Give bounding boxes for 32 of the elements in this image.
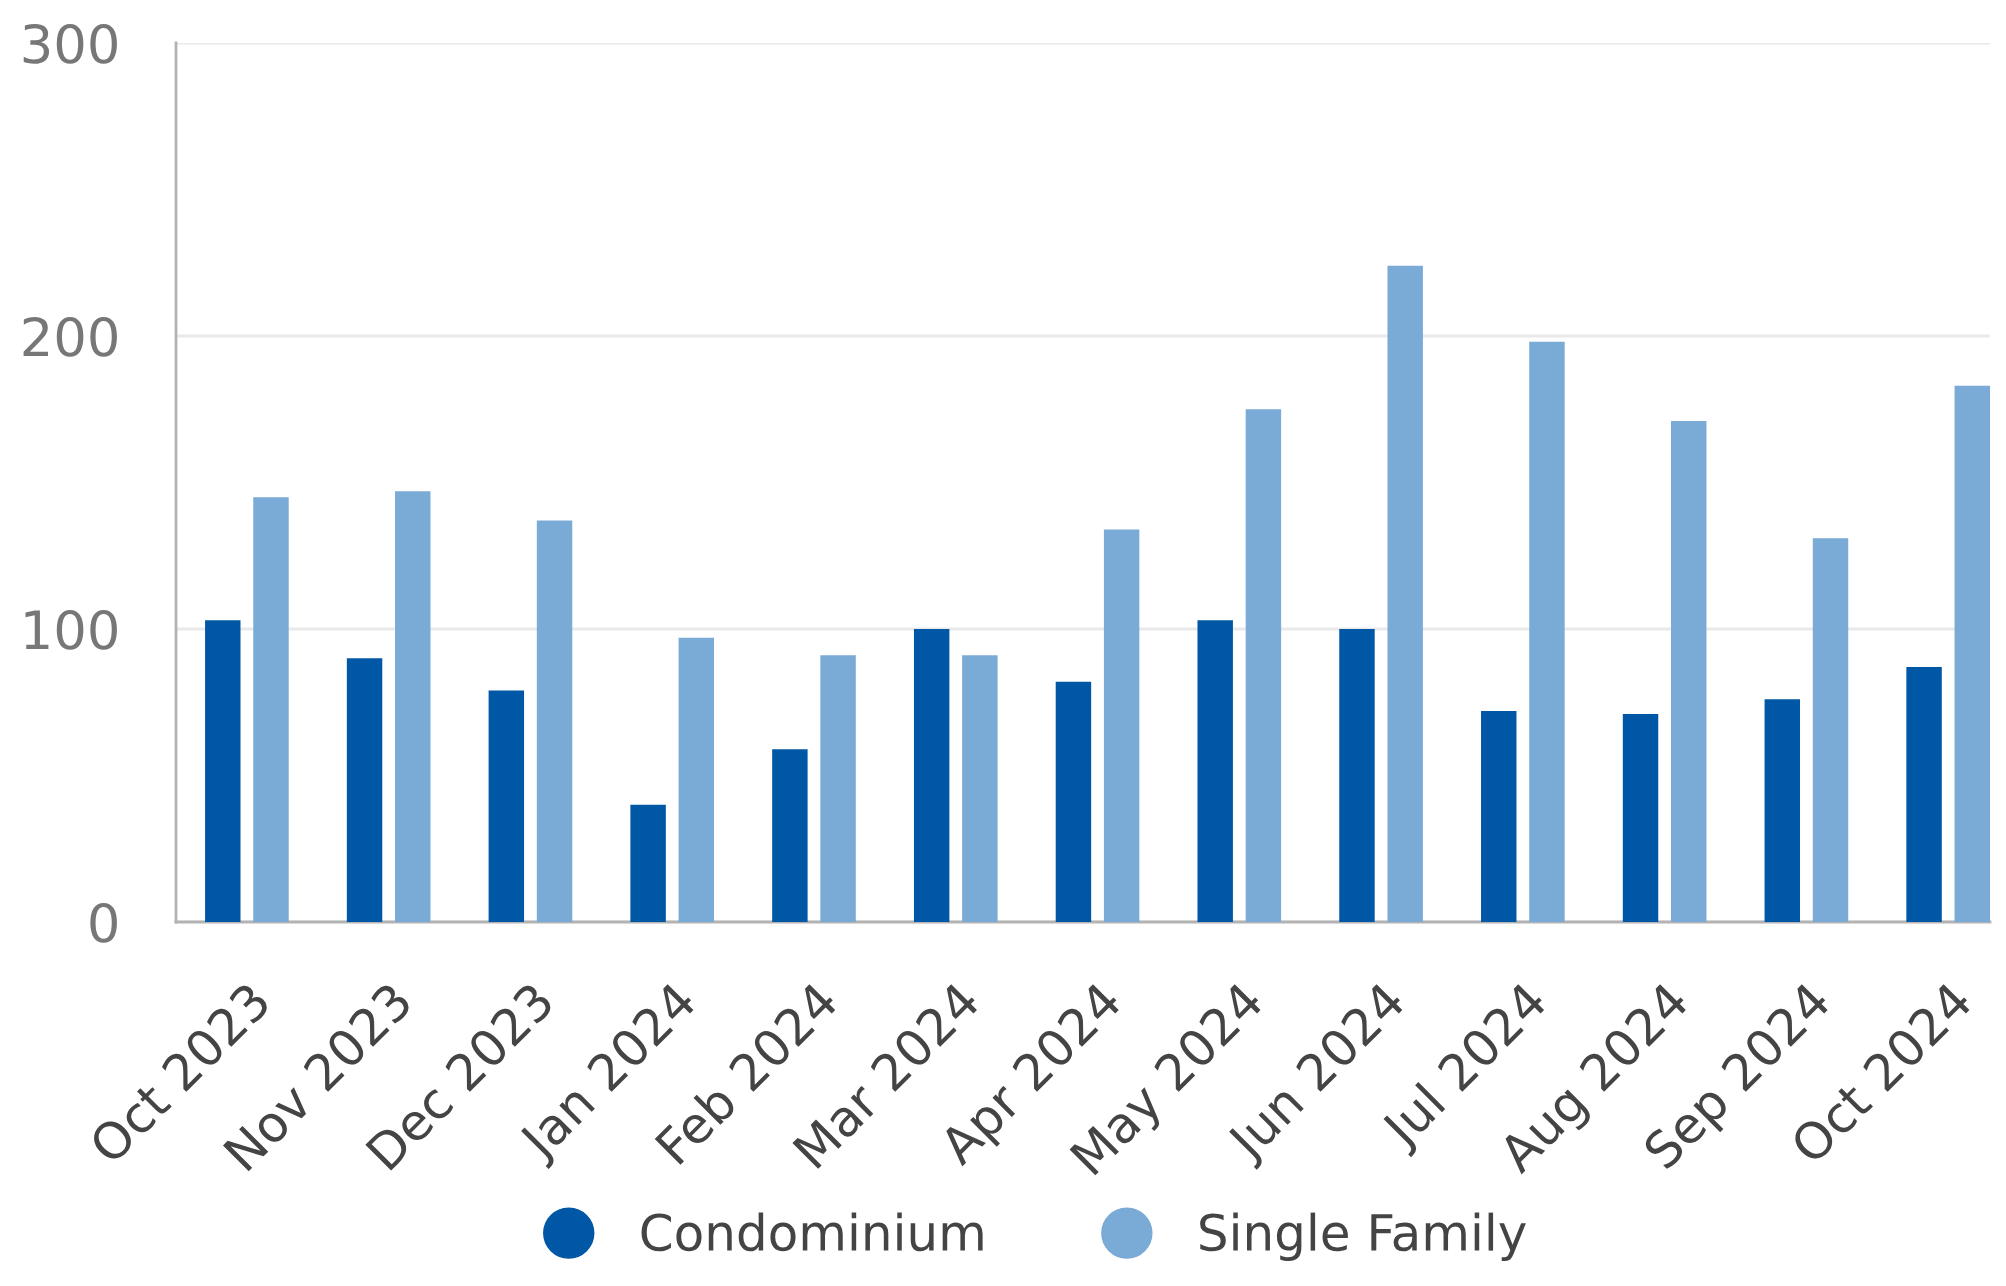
bar — [1529, 341, 1565, 922]
bar — [1245, 409, 1282, 922]
bar — [1387, 265, 1423, 922]
bar — [1339, 629, 1375, 922]
y-tick-label: 300 — [23, 23, 117, 64]
bar — [1954, 385, 1990, 922]
bar — [346, 658, 383, 922]
bar — [1906, 667, 1942, 922]
bar — [395, 491, 431, 922]
bar — [253, 497, 289, 922]
legend-label: Single Family — [1200, 1212, 1526, 1261]
bar — [1622, 713, 1659, 922]
bar — [630, 804, 666, 922]
bar — [205, 620, 241, 922]
bar — [1197, 620, 1233, 922]
bar — [678, 637, 715, 922]
bar — [1812, 538, 1849, 922]
bar — [1764, 699, 1801, 922]
bar — [488, 690, 525, 922]
bar — [1481, 711, 1517, 922]
y-tick-label: 0 — [90, 902, 117, 943]
bar — [536, 520, 573, 922]
bar — [1055, 681, 1092, 922]
bar — [1103, 529, 1140, 922]
y-tick-label: 200 — [23, 316, 117, 357]
bar — [1671, 420, 1707, 922]
bar — [772, 749, 808, 922]
legend-label: Condominium — [641, 1212, 983, 1252]
bar — [962, 655, 998, 922]
bar — [913, 629, 950, 922]
bar — [820, 655, 856, 922]
y-tick-label: 100 — [25, 609, 117, 650]
